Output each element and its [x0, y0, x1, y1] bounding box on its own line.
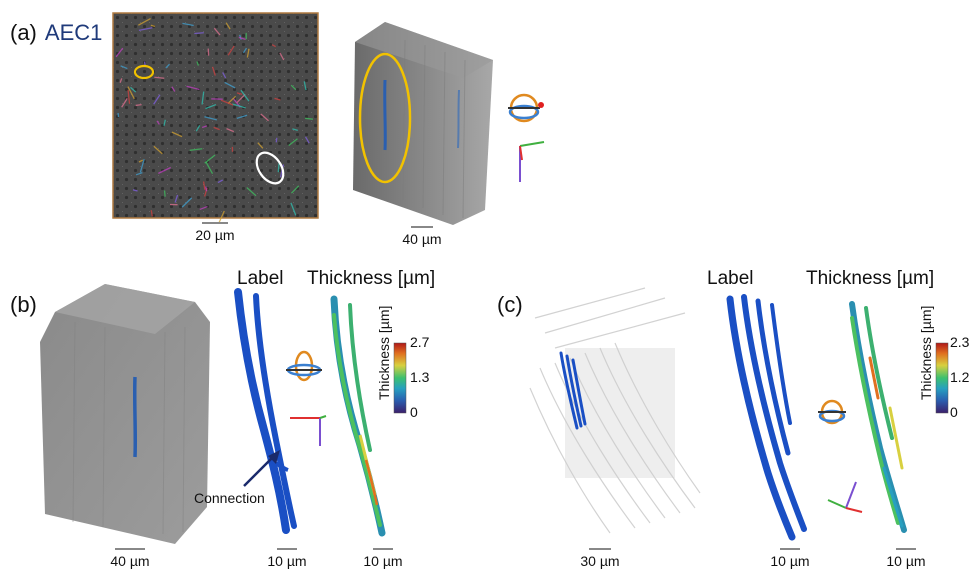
scalebar [411, 226, 433, 228]
volume-render-c [529, 287, 701, 534]
arrow-icon [243, 450, 280, 487]
scale-micrograph: 20 µm [165, 222, 265, 243]
sample-name: AEC1 [44, 20, 103, 45]
heading-label-b: Label [237, 268, 284, 289]
heading-thickness-c: Thickness [µm] [806, 268, 935, 289]
axis-triad-icon [290, 415, 327, 446]
highlight-ellipse-yellow [133, 64, 155, 80]
scalebar [277, 548, 297, 550]
axis-triad-icon [519, 141, 545, 182]
micrograph-image [112, 12, 319, 223]
connection-annotation: Connection [194, 490, 265, 506]
colorbar-tick: 0 [410, 404, 418, 420]
scale-label-b: 10 µm [237, 548, 337, 569]
colorbar-tick: 0 [950, 404, 958, 420]
panel-b-label: (b) [10, 292, 37, 317]
scale-volume-a: 40 µm [372, 226, 472, 247]
orientation-gizmo-icon [286, 350, 322, 382]
scale-volume-b: 40 µm [80, 548, 180, 569]
colorbar-title-b: Thickness [µm] [376, 305, 392, 400]
colorbar-tick: 1.2 [950, 369, 970, 385]
scale-volume-c: 30 µm [550, 548, 650, 569]
scalebar [780, 548, 800, 550]
thickness-render-c [849, 301, 907, 533]
colorbar-title-c: Thickness [µm] [918, 305, 934, 400]
panel-a-header: (a) AEC1 [10, 20, 102, 46]
label-render-c [726, 294, 807, 541]
thickness-render-b [330, 295, 386, 537]
highlight-ellipse-yellow [358, 52, 412, 184]
colorbar-b [393, 342, 407, 414]
scalebar [896, 548, 916, 550]
scalebar [589, 548, 611, 550]
scalebar [373, 548, 393, 550]
volume-render-b [40, 284, 210, 544]
colorbar-c [935, 342, 949, 414]
panel-a-label: (a) [10, 20, 37, 45]
highlight-ellipse-white [255, 151, 285, 185]
volume-render-a [353, 22, 493, 225]
colorbar-tick: 2.3 [950, 334, 970, 350]
scale-thickness-c: 10 µm [856, 548, 956, 569]
orientation-gizmo-icon [818, 399, 846, 425]
scalebar [202, 222, 228, 224]
panel-c-label: (c) [497, 292, 523, 317]
heading-thickness-b: Thickness [µm] [307, 268, 436, 289]
scalebar [115, 548, 145, 550]
scale-thickness-b: 10 µm [333, 548, 433, 569]
orientation-gizmo-icon [508, 93, 544, 123]
colorbar-tick: 2.7 [410, 334, 430, 350]
scale-label-c: 10 µm [740, 548, 840, 569]
heading-label-c: Label [707, 268, 754, 289]
colorbar-tick: 1.3 [410, 369, 430, 385]
axis-triad-icon [827, 481, 863, 513]
